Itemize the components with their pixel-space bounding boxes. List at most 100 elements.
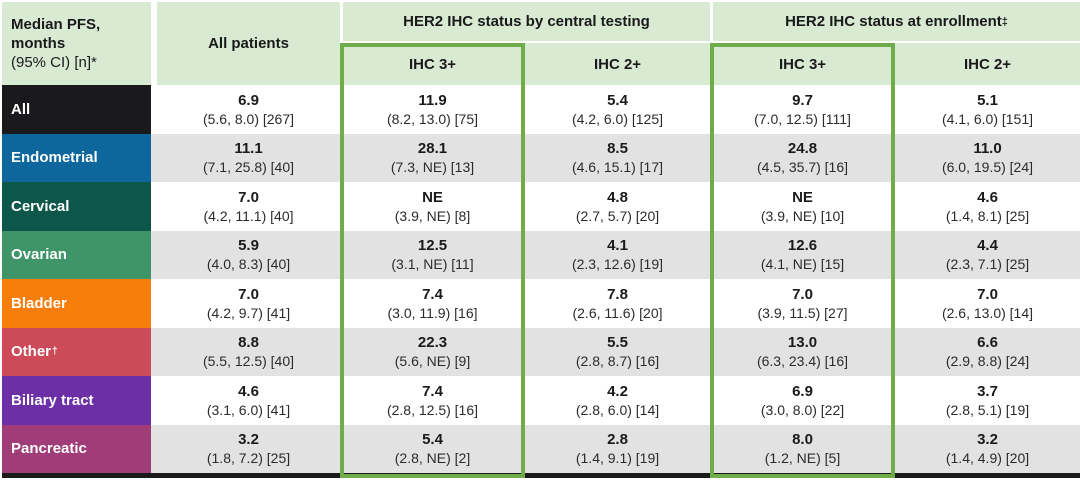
median-value: 12.6	[787, 237, 818, 255]
row-label-text: All	[11, 100, 31, 118]
data-cell-enrollment-ihc2: 3.7 (2.8, 5.1) [19]	[895, 376, 1080, 425]
data-cell-all-patients: 11.1 (7.1, 25.8) [40]	[157, 133, 340, 182]
data-cell-all-patients: 4.6 (3.1, 6.0) [41]	[157, 376, 340, 425]
group-header-enrollment: HER2 IHC status at enrollment ‡	[710, 2, 1080, 43]
ci-n-value: (7.3, NE) [13]	[390, 159, 475, 176]
data-cell-central-ihc2: 4.8 (2.7, 5.7) [20]	[525, 182, 710, 231]
median-value: 3.2	[977, 431, 998, 449]
column-header-all-patients: All patients	[157, 2, 340, 85]
data-cell-central-ihc3: 7.4 (3.0, 11.9) [16]	[340, 279, 525, 328]
row-label: Endometrial	[2, 133, 151, 182]
median-value: 28.1	[417, 140, 448, 158]
median-value: 4.8	[607, 188, 628, 206]
data-cell-central-ihc3: 5.4 (2.8, NE) [2]	[340, 424, 525, 473]
data-cell-enrollment-ihc2: 3.2 (1.4, 4.9) [20]	[895, 424, 1080, 473]
ci-n-value: (2.8, NE) [2]	[394, 450, 471, 467]
ci-n-value: (2.9, 8.8) [24]	[945, 353, 1030, 370]
row-gap	[151, 376, 157, 425]
data-cell-enrollment-ihc3: 8.0 (1.2, NE) [5]	[710, 424, 895, 473]
ci-n-value: (1.4, 4.9) [20]	[945, 450, 1030, 467]
ci-n-value: (3.0, 8.0) [22]	[760, 401, 845, 418]
row-label-text: Ovarian	[11, 246, 67, 264]
data-cell-central-ihc2: 5.4 (4.2, 6.0) [125]	[525, 85, 710, 134]
ci-n-value: (4.2, 9.7) [41]	[206, 304, 291, 321]
ci-n-value: (1.4, 8.1) [25]	[945, 207, 1030, 224]
data-cell-central-ihc3: 12.5 (3.1, NE) [11]	[340, 230, 525, 279]
row-label: Bladder	[2, 279, 151, 328]
median-value: 6.6	[977, 334, 998, 352]
data-cell-all-patients: 3.2 (1.8, 7.2) [25]	[157, 424, 340, 473]
median-value: 4.1	[607, 237, 628, 255]
median-value: 8.8	[238, 334, 259, 352]
data-cell-enrollment-ihc2: 4.4 (2.3, 7.1) [25]	[895, 230, 1080, 279]
data-cell-all-patients: 8.8 (5.5, 12.5) [40]	[157, 327, 340, 376]
median-value: 11.1	[234, 140, 263, 158]
data-cell-central-ihc2: 5.5 (2.8, 8.7) [16]	[525, 327, 710, 376]
median-value: 8.0	[792, 431, 813, 449]
ci-n-value: (3.9, NE) [8]	[394, 207, 471, 224]
median-value: 3.7	[977, 382, 998, 400]
median-value: 5.1	[977, 91, 998, 109]
row-gap	[151, 85, 157, 134]
ci-n-value: (2.6, 11.6) [20]	[572, 304, 663, 321]
data-cell-all-patients: 6.9 (5.6, 8.0) [267]	[157, 85, 340, 134]
median-value: NE	[422, 188, 443, 206]
median-value: NE	[792, 188, 813, 206]
ci-n-value: (2.3, 7.1) [25]	[945, 256, 1030, 273]
row-gap	[151, 182, 157, 231]
ci-n-value: (3.9, 11.5) [27]	[757, 304, 848, 321]
row-label-text: Endometrial	[11, 149, 98, 167]
data-cell-central-ihc3: 22.3 (5.6, NE) [9]	[340, 327, 525, 376]
ci-n-value: (5.5, 12.5) [40]	[202, 353, 295, 370]
median-value: 7.0	[977, 285, 998, 303]
ci-n-value: (6.0, 19.5) [24]	[941, 159, 1034, 176]
median-value: 9.7	[792, 91, 813, 109]
ci-n-value: (2.7, 5.7) [20]	[575, 207, 660, 224]
median-value: 4.4	[977, 237, 998, 255]
median-value: 4.6	[977, 188, 998, 206]
corner-header-line1: Median PFS,	[11, 16, 101, 33]
row-label-text: Bladder	[11, 294, 67, 312]
median-value: 2.8	[607, 431, 628, 449]
data-cell-central-ihc2: 2.8 (1.4, 9.1) [19]	[525, 424, 710, 473]
subheader-enrollment-ihc2: IHC 2+	[895, 43, 1080, 85]
median-value: 7.8	[607, 285, 628, 303]
ci-n-value: (2.3, 12.6) [19]	[571, 256, 664, 273]
row-label-text: Biliary tract	[11, 391, 94, 409]
data-cell-enrollment-ihc3: 9.7 (7.0, 12.5) [111]	[710, 85, 895, 134]
ci-n-value: (2.8, 8.7) [16]	[575, 353, 660, 370]
data-cell-central-ihc3: 11.9 (8.2, 13.0) [75]	[340, 85, 525, 134]
ci-n-value: (1.8, 7.2) [25]	[206, 450, 291, 467]
median-value: 4.6	[238, 382, 259, 400]
ci-n-value: (1.2, NE) [5]	[764, 450, 841, 467]
data-cell-central-ihc2: 4.2 (2.8, 6.0) [14]	[525, 376, 710, 425]
median-value: 5.4	[607, 91, 628, 109]
median-value: 6.9	[792, 382, 813, 400]
ci-n-value: (4.1, 6.0) [151]	[941, 110, 1034, 127]
ci-n-value: (5.6, 8.0) [267]	[202, 110, 295, 127]
data-cell-central-ihc3: 28.1 (7.3, NE) [13]	[340, 133, 525, 182]
median-value: 7.0	[792, 285, 813, 303]
data-cell-enrollment-ihc3: NE (3.9, NE) [10]	[710, 182, 895, 231]
median-value: 7.4	[422, 285, 443, 303]
median-value: 5.5	[607, 334, 628, 352]
row-label: Other †	[2, 327, 151, 376]
ci-n-value: (4.5, 35.7) [16]	[756, 159, 849, 176]
subheader-enrollment-ihc3: IHC 3+	[710, 43, 895, 85]
data-cell-enrollment-ihc2: 7.0 (2.6, 13.0) [14]	[895, 279, 1080, 328]
median-value: 24.8	[787, 140, 818, 158]
data-cell-central-ihc2: 4.1 (2.3, 12.6) [19]	[525, 230, 710, 279]
ci-n-value: (4.2, 11.1) [40]	[203, 207, 294, 224]
data-cell-enrollment-ihc2: 5.1 (4.1, 6.0) [151]	[895, 85, 1080, 134]
subheader-central-ihc3: IHC 3+	[340, 43, 525, 85]
median-value: 4.2	[607, 382, 628, 400]
group-header-central-testing-label: HER2 IHC status by central testing	[403, 13, 650, 30]
data-cell-central-ihc2: 8.5 (4.6, 15.1) [17]	[525, 133, 710, 182]
row-label: Pancreatic	[2, 424, 151, 473]
row-gap	[151, 230, 157, 279]
row-gap	[151, 279, 157, 328]
ci-n-value: (7.1, 25.8) [40]	[202, 159, 295, 176]
median-value: 7.4	[422, 382, 443, 400]
data-cell-enrollment-ihc2: 11.0 (6.0, 19.5) [24]	[895, 133, 1080, 182]
subheader-central-ihc2: IHC 2+	[525, 43, 710, 85]
